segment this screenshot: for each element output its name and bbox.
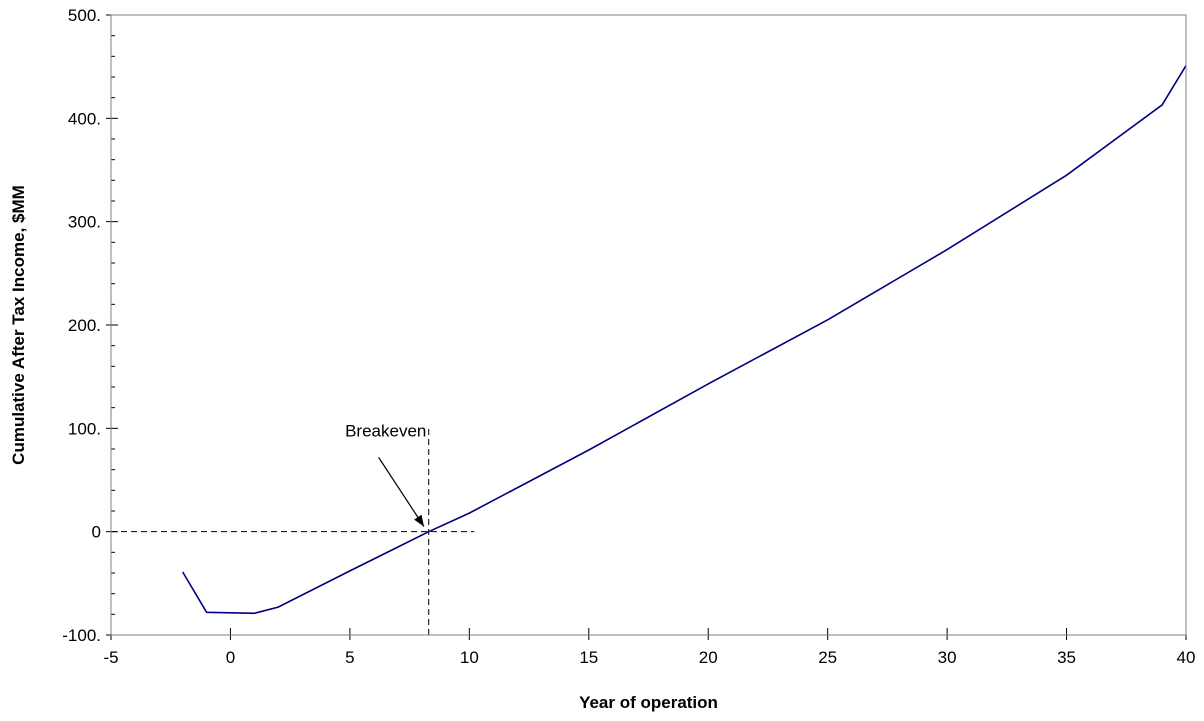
x-tick-label: 10 (460, 648, 479, 667)
x-tick-label: -5 (103, 648, 118, 667)
annotation-group: Breakeven (345, 422, 426, 527)
plot-frame (110, 14, 1187, 636)
tick-labels: -100. 0 100. 200. 300. 400. 500. -5 0 5 10 15 20 25 30… (62, 6, 1195, 667)
y-tick-label: 200. (68, 316, 101, 335)
series-line (182, 65, 1187, 615)
y-tick-label: 0 (92, 523, 101, 542)
y-tick-label: 500. (68, 6, 101, 25)
x-tick-label: 40 (1177, 648, 1196, 667)
x-tick-label: 35 (1057, 648, 1076, 667)
y-tick-label: 400. (68, 109, 101, 128)
y-tick-label: 300. (68, 213, 101, 232)
x-tick-label: 5 (345, 648, 354, 667)
x-tick-label: 25 (818, 648, 837, 667)
x-tick-label: 15 (579, 648, 598, 667)
axis-ticks (106, 14, 1187, 640)
y-tick-label: 100. (68, 419, 101, 438)
y-axis-title: Cumulative After Tax Income, $MM (9, 185, 28, 465)
x-tick-label: 0 (226, 648, 235, 667)
x-tick-label: 30 (938, 648, 957, 667)
y-minor-ticks (111, 35, 115, 615)
series-group (182, 65, 1187, 615)
reference-lines (111, 425, 475, 635)
annotation-arrow (378, 456, 425, 527)
y-tick-label: -100. (62, 626, 101, 645)
annotation-label: Breakeven (345, 422, 426, 441)
x-tick-label: 20 (699, 648, 718, 667)
annotation-arrowhead (414, 514, 424, 527)
x-axis-title: Year of operation (579, 693, 718, 712)
